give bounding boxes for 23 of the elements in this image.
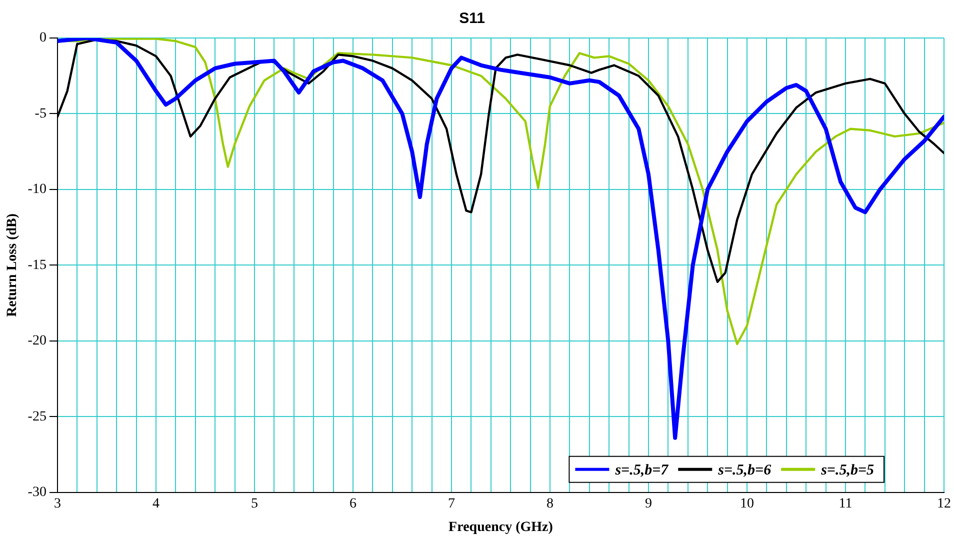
x-tick-label: 5 xyxy=(250,496,258,512)
chart-title: S11 xyxy=(459,10,485,28)
x-tick-label: 8 xyxy=(546,496,554,512)
legend-label: s=.5,b=6 xyxy=(717,462,772,478)
y-tick-label: -30 xyxy=(28,485,46,500)
x-tick-label: 4 xyxy=(152,496,160,512)
x-axis-title: Frequency (GHz) xyxy=(448,520,554,536)
y-axis-title: Return Loss (dB) xyxy=(5,213,20,317)
y-tick-label: -5 xyxy=(34,106,46,122)
x-tick-label: 12 xyxy=(937,496,951,512)
y-tick-label: -15 xyxy=(28,258,46,273)
x-tick-label: 11 xyxy=(838,496,852,512)
x-tick-label: 3 xyxy=(54,496,61,512)
y-tick-label: -20 xyxy=(28,334,46,349)
y-tick-label: -10 xyxy=(28,182,46,198)
legend-label: s=.5,b=5 xyxy=(820,462,874,478)
legend-label: s=.5,b=7 xyxy=(614,462,669,478)
x-tick-label: 10 xyxy=(740,496,754,512)
y-tick-label: -25 xyxy=(28,409,46,424)
x-tick-label: 9 xyxy=(644,496,652,512)
y-tick-label: 0 xyxy=(39,30,46,46)
x-tick-label: 7 xyxy=(448,496,455,512)
x-tick-label: 6 xyxy=(349,496,356,512)
